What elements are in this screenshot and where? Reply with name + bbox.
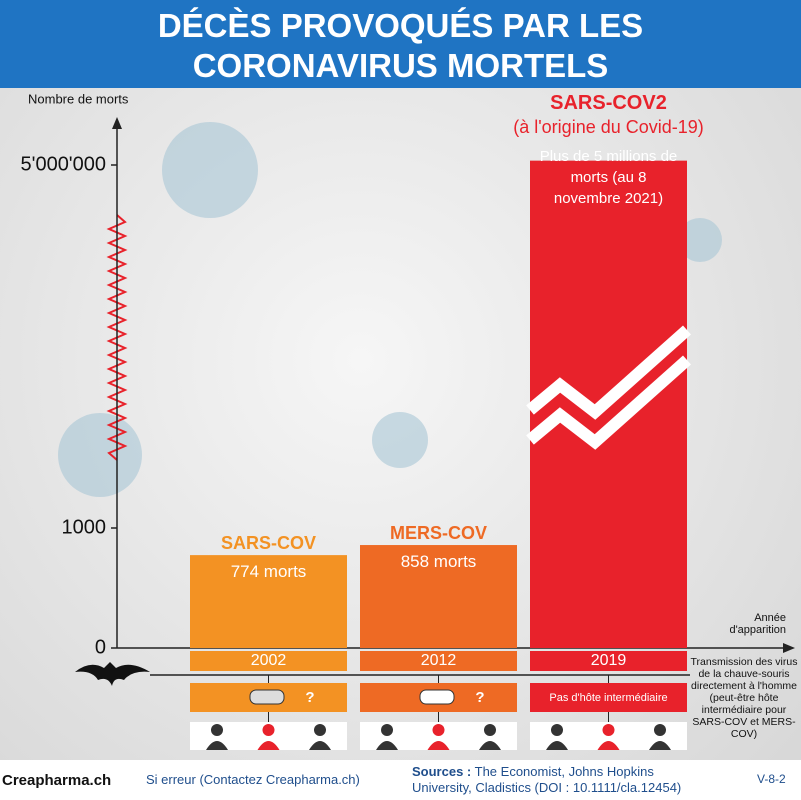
x-axis-label: Année d'apparition <box>729 612 786 636</box>
value-label: 858 morts <box>400 552 477 572</box>
animal-icon <box>249 689 285 705</box>
person-head <box>262 724 275 736</box>
footer-band <box>0 760 801 800</box>
person-body <box>376 741 398 750</box>
error-note: Si erreur (Contactez Creapharma.ch) <box>146 772 360 787</box>
person-head <box>602 724 615 736</box>
host-label: Pas d'hôte intermédiaire <box>549 692 667 704</box>
person-head <box>432 724 445 736</box>
x-tick-label: 2012 <box>421 652 457 669</box>
bar <box>360 545 517 648</box>
person-body <box>427 741 450 750</box>
person-body <box>649 741 671 750</box>
header-band <box>0 0 801 88</box>
person-head <box>381 724 393 736</box>
version: V-8-2 <box>757 772 786 786</box>
bar-name: MERS-COV <box>389 523 487 544</box>
annotation: (à l'origine du Covid-19) <box>513 117 704 137</box>
host-label: ? <box>305 689 314 706</box>
x-arrow <box>783 643 795 653</box>
person-body <box>479 741 501 750</box>
year-band <box>190 651 347 671</box>
y-tick-label: 0 <box>95 636 106 658</box>
person-head <box>484 724 496 736</box>
x-tick-label: 2002 <box>251 652 287 669</box>
break-cut <box>526 325 691 420</box>
person-body <box>257 741 280 750</box>
host-box <box>530 683 687 712</box>
host-label: ? <box>475 689 484 706</box>
bar <box>190 555 347 648</box>
person-head <box>211 724 223 736</box>
sources-label: Sources : <box>412 764 472 779</box>
person-head <box>654 724 666 736</box>
break-cut <box>526 355 691 450</box>
year-band <box>360 651 517 671</box>
value-label: 774 morts <box>230 562 307 582</box>
year-band <box>530 651 687 671</box>
value-label: Plus de 5 millions de morts (au 8 novemb… <box>539 147 678 207</box>
person-body <box>597 741 620 750</box>
brand: Creapharma.ch <box>2 772 112 789</box>
sources: Sources : The Economist, Johns Hopkins U… <box>412 764 712 796</box>
title: DÉCÈS PROVOQUÉS PAR LES CORONAVIRUS MORT… <box>157 7 644 84</box>
x-tick-label: 2019 <box>591 652 627 669</box>
bat-icon <box>75 662 150 686</box>
bar-name: SARS-COV <box>220 533 316 554</box>
person-body <box>309 741 331 750</box>
y-tick-label: 5'000'000 <box>21 153 107 175</box>
y-arrow <box>112 117 122 129</box>
animal-icon <box>419 689 455 705</box>
transmission-note: Transmission des virus de la chauve-sour… <box>690 656 798 740</box>
bar-name: SARS-COV2 <box>550 92 667 114</box>
person-head <box>551 724 563 736</box>
y-tick-label: 1000 <box>62 516 107 538</box>
person-head <box>314 724 326 736</box>
sources-text: The Economist, Johns Hopkins University,… <box>412 764 682 795</box>
person-body <box>546 741 568 750</box>
y-axis-label: Nombre de morts <box>28 91 129 106</box>
person-body <box>206 741 228 750</box>
